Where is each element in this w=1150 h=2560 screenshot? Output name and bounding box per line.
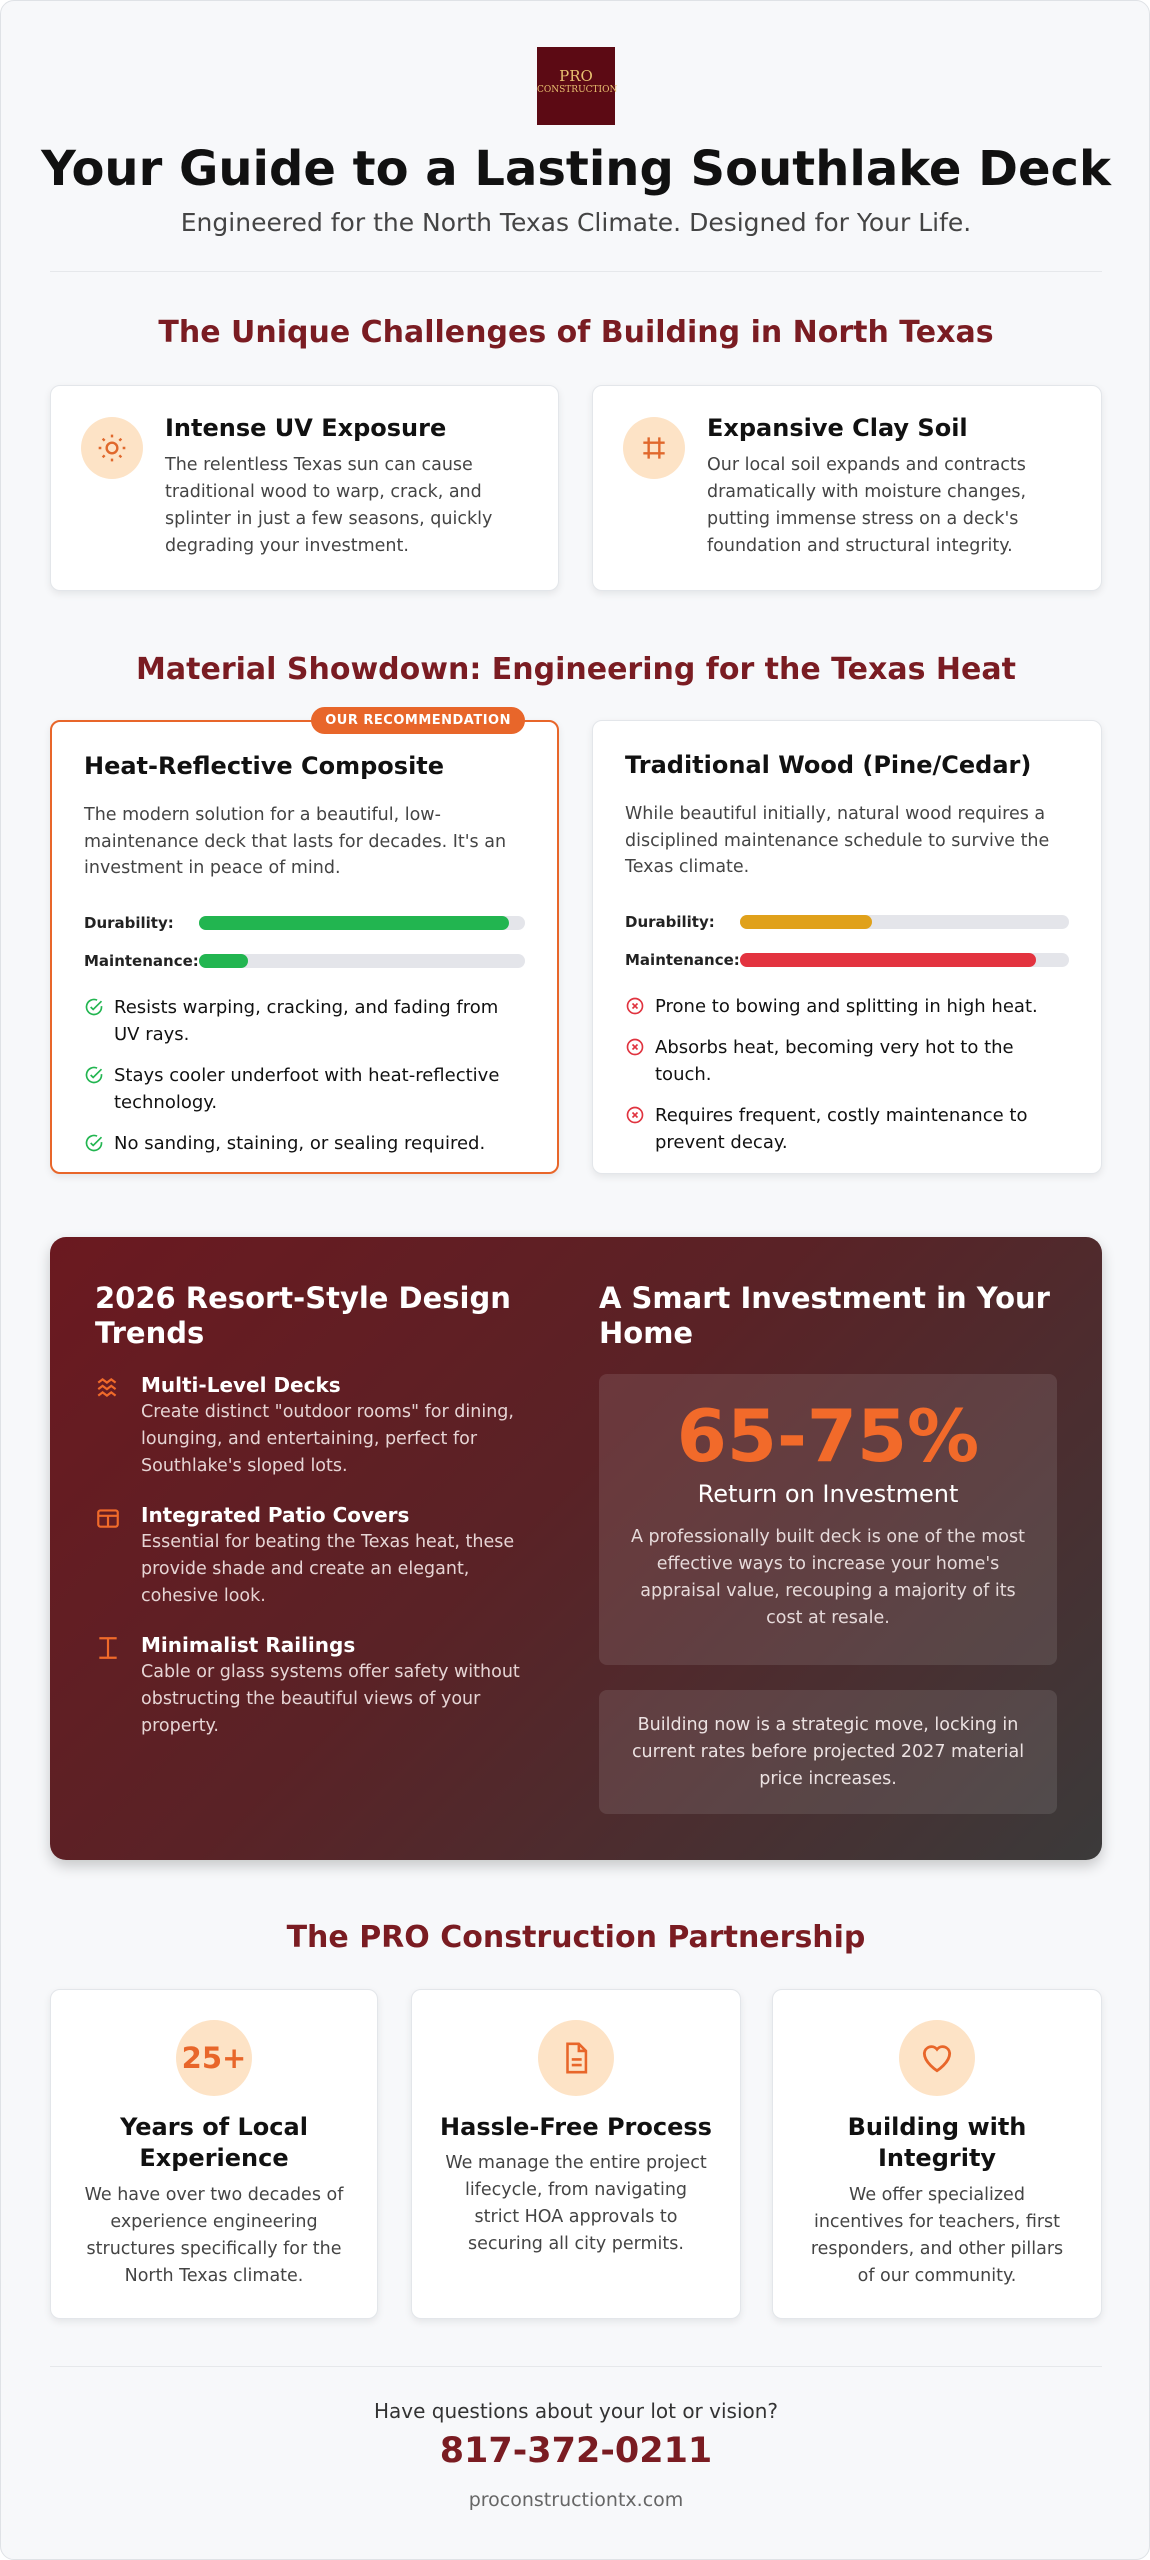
question: Have questions about your lot or vision?	[373, 2399, 779, 2423]
card-text: The relentless Texas sun can cause tradi…	[165, 455, 493, 556]
metric: Durability:	[625, 903, 1069, 941]
partner-card: 25+ Years of Local Experience We have ov…	[50, 1989, 378, 2319]
section-heading: The PRO Construction Partnership	[286, 1920, 866, 1955]
panel-heading: 2026 Resort-Style Design Trends	[95, 1281, 511, 1350]
card-title: Intense UV Exposure	[165, 414, 447, 442]
card-text: Our local soil expands and contracts dra…	[707, 455, 1027, 556]
metric-bar	[740, 952, 1037, 967]
point-text: No sanding, staining, or sealing require…	[114, 1132, 486, 1154]
badge-text: 25+	[181, 2041, 247, 2075]
point: Resists warping, cracking, and fading fr…	[84, 994, 525, 1048]
divider	[50, 2366, 1102, 2367]
card-title: Years of Local Experience	[120, 2113, 308, 2172]
stat-text: A professionally built deck is one of th…	[630, 1527, 1025, 1628]
point: Stays cooler underfoot with heat-reflect…	[84, 1062, 525, 1116]
card-text: We have over two decades of experience e…	[84, 2185, 344, 2286]
card-title: Expansive Clay Soil	[707, 414, 968, 442]
metric-label: Maintenance:	[625, 950, 740, 969]
trend-title: Minimalist Railings	[141, 1633, 356, 1657]
icon	[538, 2020, 614, 2096]
point-text: Requires frequent, costly maintenance to…	[655, 1104, 1028, 1153]
point-text: Resists warping, cracking, and fading fr…	[114, 996, 499, 1045]
point-text: Prone to bowing and splitting in high he…	[655, 995, 1038, 1017]
metric: Durability:	[84, 904, 525, 942]
section-heading: Material Showdown: Engineering for the T…	[136, 652, 1016, 687]
point-icon	[626, 997, 644, 1014]
subtitle: Engineered for the North Texas Climate. …	[180, 208, 972, 237]
icon: 25+	[176, 2020, 252, 2096]
note: Building now is a strategic move, lockin…	[599, 1690, 1057, 1814]
card-title: Heat-Reflective Composite	[84, 752, 445, 780]
card-text: We offer specialized incentives for teac…	[810, 2185, 1064, 2286]
point: Requires frequent, costly maintenance to…	[625, 1102, 1069, 1156]
title: Your Guide to a Lasting Southlake Deck	[41, 141, 1111, 197]
dark-panel: 2026 Resort-Style Design Trends Multi-Le…	[50, 1237, 1102, 1860]
logo-text: PRO	[559, 67, 593, 85]
point-icon	[85, 1066, 103, 1083]
card-title: Hassle-Free Process	[440, 2113, 712, 2141]
icon	[899, 2020, 975, 2096]
trend-title: Integrated Patio Covers	[141, 1503, 410, 1527]
metric: Maintenance:	[84, 942, 525, 980]
trend: Multi-Level Decks Create distinct "outdoo…	[95, 1373, 545, 1480]
partner-card: Hassle-Free Process We manage the entire…	[411, 1989, 741, 2319]
card-text: The modern solution for a beautiful, low…	[84, 805, 507, 878]
stat: 65-75%	[676, 1394, 980, 1478]
point-icon	[85, 1134, 103, 1151]
card-title: Traditional Wood (Pine/Cedar)	[625, 751, 1032, 779]
trend-text: Essential for beating the Texas heat, th…	[141, 1532, 515, 1606]
card-text: While beautiful initially, natural wood …	[625, 804, 1050, 877]
trend-title: Multi-Level Decks	[141, 1373, 341, 1397]
material-card: OUR RECOMMENDATION Heat-Reflective Compo…	[50, 707, 559, 1174]
trend-text: Create distinct "outdoor rooms" for dini…	[141, 1402, 514, 1476]
point: No sanding, staining, or sealing require…	[84, 1130, 525, 1157]
card-title: Building with Integrity	[847, 2113, 1027, 2172]
stat-box: 65-75% Return on Investment A profession…	[599, 1374, 1057, 1665]
trend: Integrated Patio Covers Essential for bea…	[95, 1503, 545, 1610]
metric: Maintenance:	[625, 941, 1069, 979]
divider	[50, 271, 1102, 272]
trend-text: Cable or glass systems offer safety with…	[141, 1662, 520, 1736]
stat-label: Return on Investment	[697, 1480, 959, 1508]
icon	[81, 417, 143, 479]
metric-bar	[199, 915, 509, 930]
badge: OUR RECOMMENDATION	[311, 707, 525, 734]
point-text: Absorbs heat, becoming very hot to the t…	[655, 1036, 1014, 1085]
metric-label: Durability:	[84, 913, 174, 932]
logo: PRO CONSTRUCTION	[537, 47, 618, 125]
section-heading: The Unique Challenges of Building in Nor…	[158, 315, 994, 350]
point: Absorbs heat, becoming very hot to the t…	[625, 1034, 1069, 1088]
panel-heading: A Smart Investment in Your Home	[599, 1281, 1050, 1350]
logo-text: CONSTRUCTION	[537, 85, 618, 95]
point-icon	[626, 1038, 644, 1055]
point-text: Stays cooler underfoot with heat-reflect…	[114, 1064, 500, 1113]
point-list: Resists warping, cracking, and fading fr…	[84, 994, 525, 1157]
card-text: We manage the entire project lifecycle, …	[445, 2153, 707, 2254]
track	[740, 914, 1069, 929]
point: Prone to bowing and splitting in high he…	[625, 993, 1069, 1020]
challenge-card: Expansive Clay Soil Our local soil expan…	[592, 385, 1102, 591]
trend: Minimalist Railings Cable or glass system…	[95, 1633, 545, 1740]
metric-bar	[740, 914, 872, 929]
track	[199, 953, 525, 968]
partner-card: Building with Integrity We offer special…	[772, 1989, 1102, 2319]
challenge-card: Intense UV Exposure The relentless Texas…	[50, 385, 559, 591]
metric-label: Durability:	[625, 912, 715, 931]
icon	[623, 417, 685, 479]
phone: 817-372-0211	[439, 2431, 713, 2471]
material-card: Traditional Wood (Pine/Cedar) While beaut…	[592, 720, 1102, 1174]
point-list: Prone to bowing and splitting in high he…	[625, 993, 1069, 1156]
website: proconstructiontx.com	[468, 2489, 684, 2511]
track	[740, 952, 1069, 967]
point-icon	[85, 998, 103, 1015]
track	[199, 915, 525, 930]
metric-label: Maintenance:	[84, 951, 199, 970]
point-icon	[626, 1106, 644, 1123]
metric-bar	[199, 953, 248, 968]
